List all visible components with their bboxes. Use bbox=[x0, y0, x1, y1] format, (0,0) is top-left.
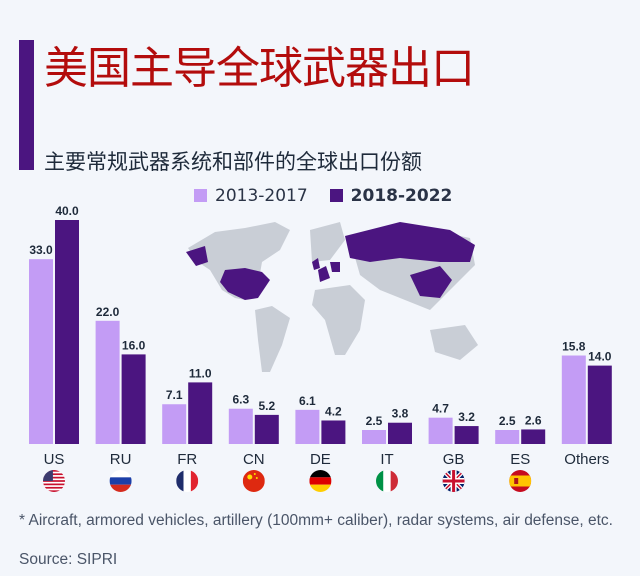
data-label: 15.8 bbox=[562, 340, 586, 354]
data-label: 6.3 bbox=[232, 393, 249, 407]
category-label: IT bbox=[380, 451, 393, 468]
bar-Others-2018-2022 bbox=[587, 365, 612, 444]
data-label: 6.1 bbox=[299, 394, 316, 408]
bar-ES-2018-2022 bbox=[521, 429, 546, 444]
data-label: 2.5 bbox=[499, 414, 516, 428]
bar-FR-2013-2017 bbox=[162, 404, 187, 444]
bar-CN-2013-2017 bbox=[228, 408, 253, 444]
ru-flag-icon bbox=[109, 470, 132, 492]
bar-RU-2013-2017 bbox=[95, 320, 120, 444]
fr-flag-icon bbox=[176, 470, 199, 492]
category-label: RU bbox=[110, 451, 132, 468]
bar-GB-2018-2022 bbox=[454, 426, 479, 444]
bar-FR-2018-2022 bbox=[188, 382, 213, 444]
it-flag-icon bbox=[376, 470, 398, 492]
bar-RU-2018-2022 bbox=[121, 354, 146, 444]
chart-subtitle: 主要常规武器系统和部件的全球出口份额 bbox=[44, 150, 422, 174]
data-label: 14.0 bbox=[588, 350, 612, 364]
category-label: FR bbox=[177, 451, 197, 468]
legend: 2013-2017 2018-2022 bbox=[194, 186, 452, 206]
de-flag-icon bbox=[309, 470, 332, 492]
category-label: Others bbox=[564, 451, 609, 468]
bar-CN-2018-2022 bbox=[254, 414, 279, 444]
bar-DE-2013-2017 bbox=[295, 409, 320, 444]
legend-item-2013-2017: 2013-2017 bbox=[194, 186, 308, 206]
title-accent-bar bbox=[19, 40, 34, 170]
bar-IT-2018-2022 bbox=[388, 422, 412, 444]
data-label: 4.7 bbox=[432, 402, 449, 416]
bar-US-2018-2022 bbox=[55, 220, 79, 444]
data-label: 2.5 bbox=[366, 414, 383, 428]
chart-title: 美国主导全球武器出口 bbox=[44, 43, 475, 94]
source: Source: SIPRI bbox=[19, 551, 118, 568]
gb-flag-icon bbox=[442, 470, 465, 492]
bar-Others-2013-2017 bbox=[561, 355, 586, 444]
data-label: 11.0 bbox=[189, 366, 212, 380]
category-label: ES bbox=[510, 451, 530, 468]
category-label: GB bbox=[443, 451, 465, 468]
data-label: 3.8 bbox=[392, 407, 409, 421]
world-map-illustration bbox=[186, 222, 478, 372]
data-label: 22.0 bbox=[96, 305, 120, 319]
data-label: 3.2 bbox=[458, 410, 475, 424]
data-label: 7.1 bbox=[166, 388, 183, 402]
us-flag-icon bbox=[43, 470, 65, 492]
category-label: DE bbox=[310, 451, 331, 468]
data-label: 2.6 bbox=[525, 413, 542, 427]
bar-chart: 33.0 40.0 US 22.0 16.0 RU 7.1 11.0 FR 6.3 5.2 CN 6.1… bbox=[29, 204, 612, 492]
category-label: CN bbox=[243, 451, 265, 468]
legend-item-2018-2022: 2018-2022 bbox=[329, 186, 452, 206]
bar-GB-2013-2017 bbox=[428, 417, 453, 444]
bar-IT-2013-2017 bbox=[362, 430, 386, 444]
data-label: 40.0 bbox=[55, 204, 79, 218]
bar-ES-2013-2017 bbox=[495, 430, 520, 444]
data-label: 16.0 bbox=[122, 338, 146, 352]
category-label: US bbox=[44, 451, 65, 468]
data-label: 5.2 bbox=[258, 399, 275, 413]
es-flag-icon bbox=[509, 470, 532, 492]
cn-flag-icon bbox=[242, 470, 265, 492]
bar-US-2013-2017 bbox=[29, 259, 53, 444]
data-label: 33.0 bbox=[29, 243, 53, 257]
footnote: * Aircraft, armored vehicles, artillery … bbox=[19, 512, 613, 529]
bar-DE-2018-2022 bbox=[321, 420, 346, 444]
data-label: 4.2 bbox=[325, 404, 342, 418]
